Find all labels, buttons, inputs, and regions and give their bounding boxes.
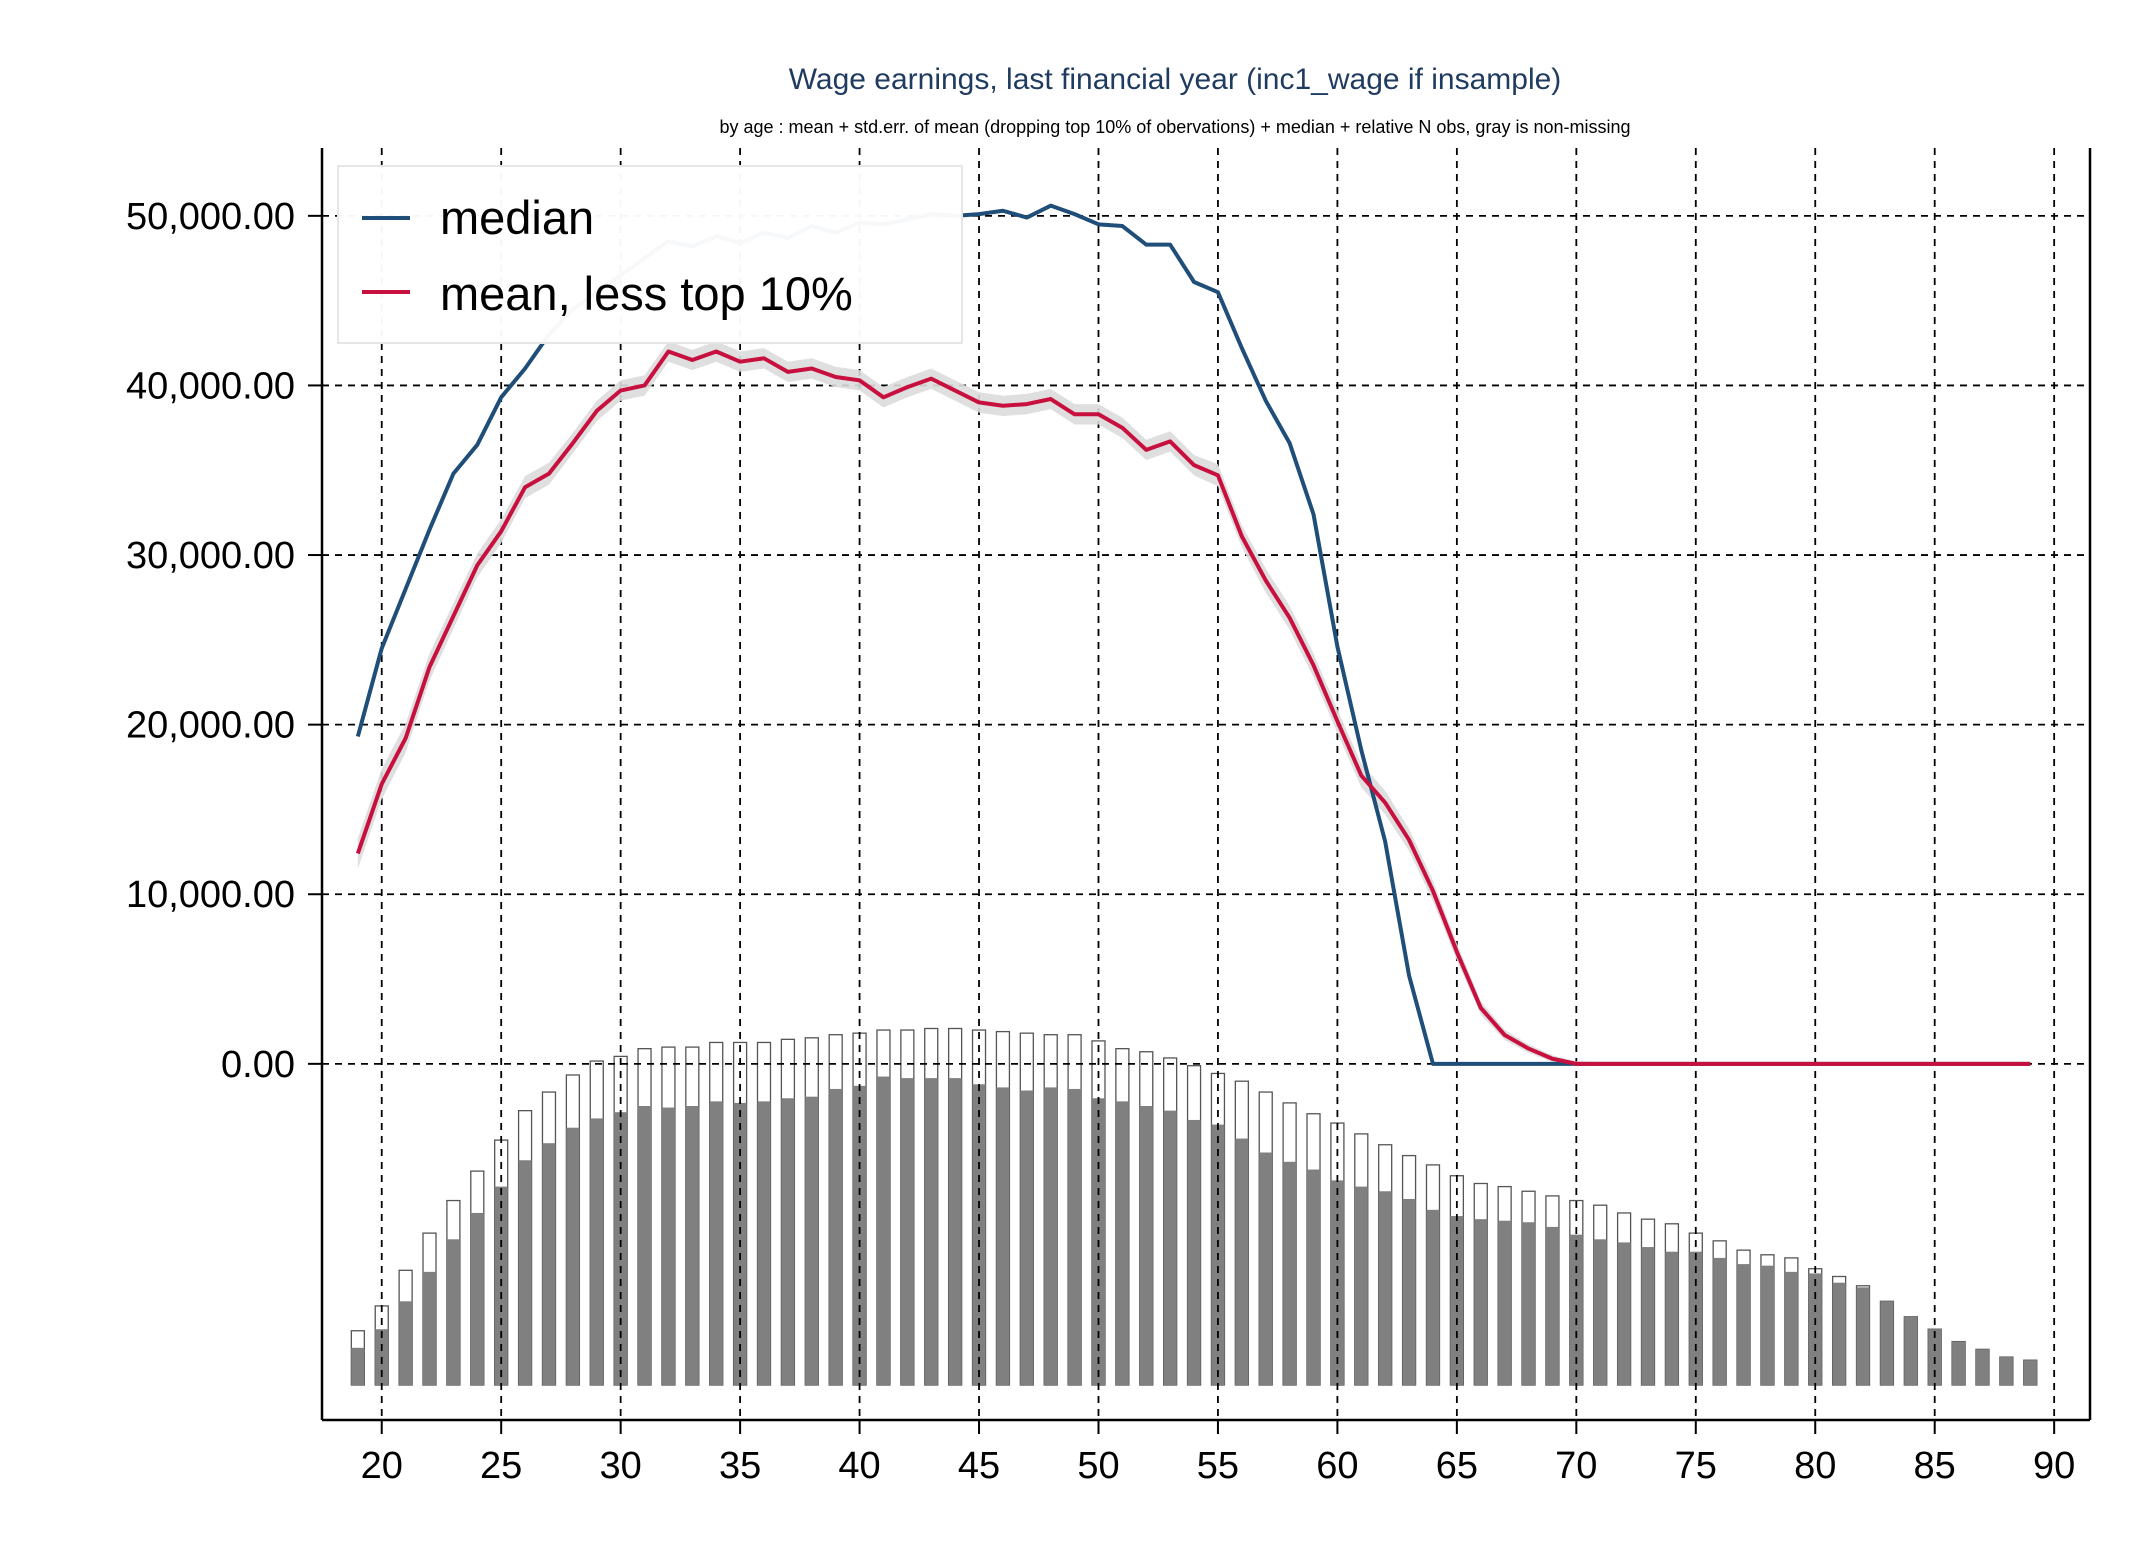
x-tick-label-30: 30 [600, 1445, 642, 1487]
bar-nonmissing-43 [924, 1078, 938, 1385]
x-tick-label-60: 60 [1316, 1445, 1358, 1487]
bar-nonmissing-83 [1880, 1301, 1894, 1385]
bar-nonmissing-86 [1952, 1341, 1966, 1385]
bar-nonmissing-24 [470, 1212, 484, 1385]
frequency-bars [350, 1027, 2038, 1386]
bar-nonmissing-63 [1402, 1199, 1416, 1385]
bar-nonmissing-65 [1450, 1216, 1464, 1385]
legend-label-median: median [440, 191, 594, 244]
y-ticks: 0.00 10,000.00 20,000.00 30,000.00 40,000.00… [126, 196, 322, 1086]
x-tick-label-80: 80 [1794, 1445, 1836, 1487]
bar-nonmissing-77 [1737, 1264, 1751, 1385]
bar-nonmissing-87 [1975, 1349, 1989, 1385]
bar-nonmissing-84 [1904, 1316, 1918, 1385]
bar-nonmissing-81 [1832, 1282, 1846, 1385]
bar-nonmissing-57 [1259, 1152, 1273, 1385]
bar-nonmissing-26 [518, 1160, 532, 1385]
bar-nonmissing-22 [423, 1271, 437, 1385]
bar-nonmissing-31 [638, 1106, 652, 1385]
bar-nonmissing-78 [1760, 1265, 1774, 1385]
y-tick-label-10000: 10,000.00 [126, 874, 295, 916]
bar-nonmissing-89 [2023, 1360, 2037, 1385]
bar-nonmissing-52 [1139, 1106, 1153, 1385]
bar-nonmissing-68 [1522, 1222, 1536, 1385]
x-tick-label-85: 85 [1914, 1445, 1956, 1487]
bar-nonmissing-38 [805, 1096, 819, 1385]
bar-nonmissing-23 [446, 1239, 460, 1385]
x-tick-label-25: 25 [480, 1445, 522, 1487]
x-tick-label-65: 65 [1436, 1445, 1478, 1487]
bar-nonmissing-21 [399, 1301, 413, 1385]
bar-nonmissing-80 [1808, 1273, 1822, 1385]
bar-nonmissing-51 [1115, 1101, 1129, 1385]
bar-nonmissing-88 [1999, 1357, 2013, 1385]
series-line-mean [355, 349, 2031, 1066]
y-tick-label-0: 0.00 [221, 1044, 295, 1086]
chart-subtitle: by age : mean + std.err. of mean (droppi… [720, 117, 1631, 137]
bar-nonmissing-54 [1187, 1119, 1201, 1385]
chart-title: Wage earnings, last financial year (inc1… [789, 63, 1562, 96]
bar-nonmissing-56 [1235, 1138, 1249, 1385]
bar-nonmissing-48 [1044, 1087, 1058, 1385]
bar-nonmissing-76 [1713, 1257, 1727, 1385]
bar-nonmissing-49 [1068, 1088, 1082, 1385]
bar-nonmissing-59 [1307, 1169, 1321, 1385]
std-err-band [357, 341, 2031, 1067]
bar-nonmissing-71 [1593, 1239, 1607, 1385]
x-tick-label-70: 70 [1555, 1445, 1597, 1487]
bar-nonmissing-37 [781, 1098, 795, 1385]
bar-nonmissing-53 [1163, 1110, 1177, 1385]
bar-nonmissing-40 [853, 1085, 867, 1385]
bar-nonmissing-32 [661, 1107, 675, 1385]
bar-nonmissing-33 [685, 1106, 699, 1385]
x-tick-label-50: 50 [1077, 1445, 1119, 1487]
legend: median mean, less top 10% [337, 165, 963, 344]
bar-nonmissing-19 [351, 1347, 365, 1385]
x-tick-label-55: 55 [1197, 1445, 1239, 1487]
bar-nonmissing-45 [972, 1084, 986, 1385]
bar-nonmissing-36 [757, 1101, 771, 1385]
bar-nonmissing-69 [1545, 1226, 1559, 1385]
bar-nonmissing-29 [590, 1118, 604, 1385]
bar-nonmissing-66 [1474, 1219, 1488, 1385]
legend-box [337, 165, 963, 344]
bar-nonmissing-30 [614, 1112, 628, 1385]
bar-nonmissing-41 [876, 1076, 890, 1385]
y-tick-label-50000: 50,000.00 [126, 196, 295, 238]
x-tick-label-20: 20 [361, 1445, 403, 1487]
bar-nonmissing-67 [1498, 1220, 1512, 1385]
bar-nonmissing-74 [1665, 1251, 1679, 1385]
x-tick-label-75: 75 [1675, 1445, 1717, 1487]
x-tick-label-90: 90 [2033, 1445, 2075, 1487]
bar-nonmissing-44 [948, 1078, 962, 1385]
bar-nonmissing-58 [1283, 1161, 1297, 1385]
bar-nonmissing-46 [996, 1087, 1010, 1385]
bar-nonmissing-79 [1784, 1271, 1798, 1385]
bar-nonmissing-39 [829, 1088, 843, 1385]
bar-nonmissing-61 [1354, 1186, 1368, 1385]
x-ticks: 20 25 30 35 40 45 50 55 60 65 70 75 80 85 90 [361, 1420, 2075, 1487]
bar-nonmissing-72 [1617, 1242, 1631, 1385]
legend-label-mean: mean, less top 10% [440, 267, 853, 320]
y-tick-label-40000: 40,000.00 [126, 365, 295, 407]
bar-nonmissing-28 [566, 1127, 580, 1385]
bar-nonmissing-47 [1020, 1090, 1034, 1385]
x-tick-label-45: 45 [958, 1445, 1000, 1487]
x-tick-label-35: 35 [719, 1445, 761, 1487]
bar-nonmissing-82 [1856, 1287, 1870, 1385]
bar-nonmissing-73 [1641, 1247, 1655, 1385]
bar-nonmissing-64 [1426, 1209, 1440, 1385]
x-tick-label-40: 40 [838, 1445, 880, 1487]
bar-nonmissing-42 [900, 1078, 914, 1385]
mean-std-err-band [357, 341, 2031, 1067]
bar-nonmissing-34 [709, 1101, 723, 1385]
y-tick-label-30000: 30,000.00 [126, 535, 295, 577]
bar-nonmissing-62 [1378, 1191, 1392, 1385]
y-tick-label-20000: 20,000.00 [126, 705, 295, 747]
bar-nonmissing-27 [542, 1143, 556, 1385]
